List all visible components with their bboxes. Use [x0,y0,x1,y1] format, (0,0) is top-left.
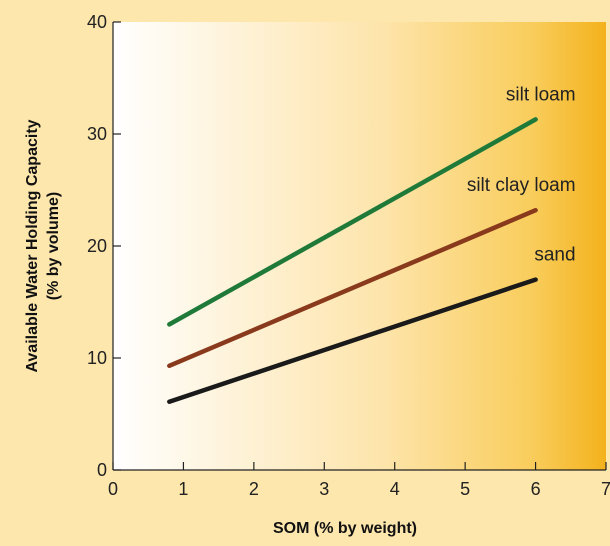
x-tick-label: 0 [108,479,118,499]
y-tick-label: 20 [87,236,107,256]
y-axis-subtitle: (% by volume) [45,192,62,300]
x-tick-label: 6 [531,479,541,499]
y-tick-label: 40 [87,12,107,32]
y-tick-label: 30 [87,124,107,144]
x-axis-title: SOM (% by weight) [273,520,417,537]
x-tick-label: 4 [390,479,400,499]
x-tick-label: 2 [249,479,259,499]
x-tick-label: 7 [601,479,610,499]
series-label-sand: sand [534,245,575,266]
x-tick-label: 5 [460,479,470,499]
x-tick-label: 1 [178,479,188,499]
x-tick-label: 3 [319,479,329,499]
y-axis-title: Available Water Holding Capacity [24,119,41,372]
series-label-silt-loam: silt loam [506,84,576,105]
y-tick-label: 10 [87,348,107,368]
series-label-silt-clay-loam: silt clay loam [467,175,576,196]
y-tick-label: 0 [97,460,107,480]
